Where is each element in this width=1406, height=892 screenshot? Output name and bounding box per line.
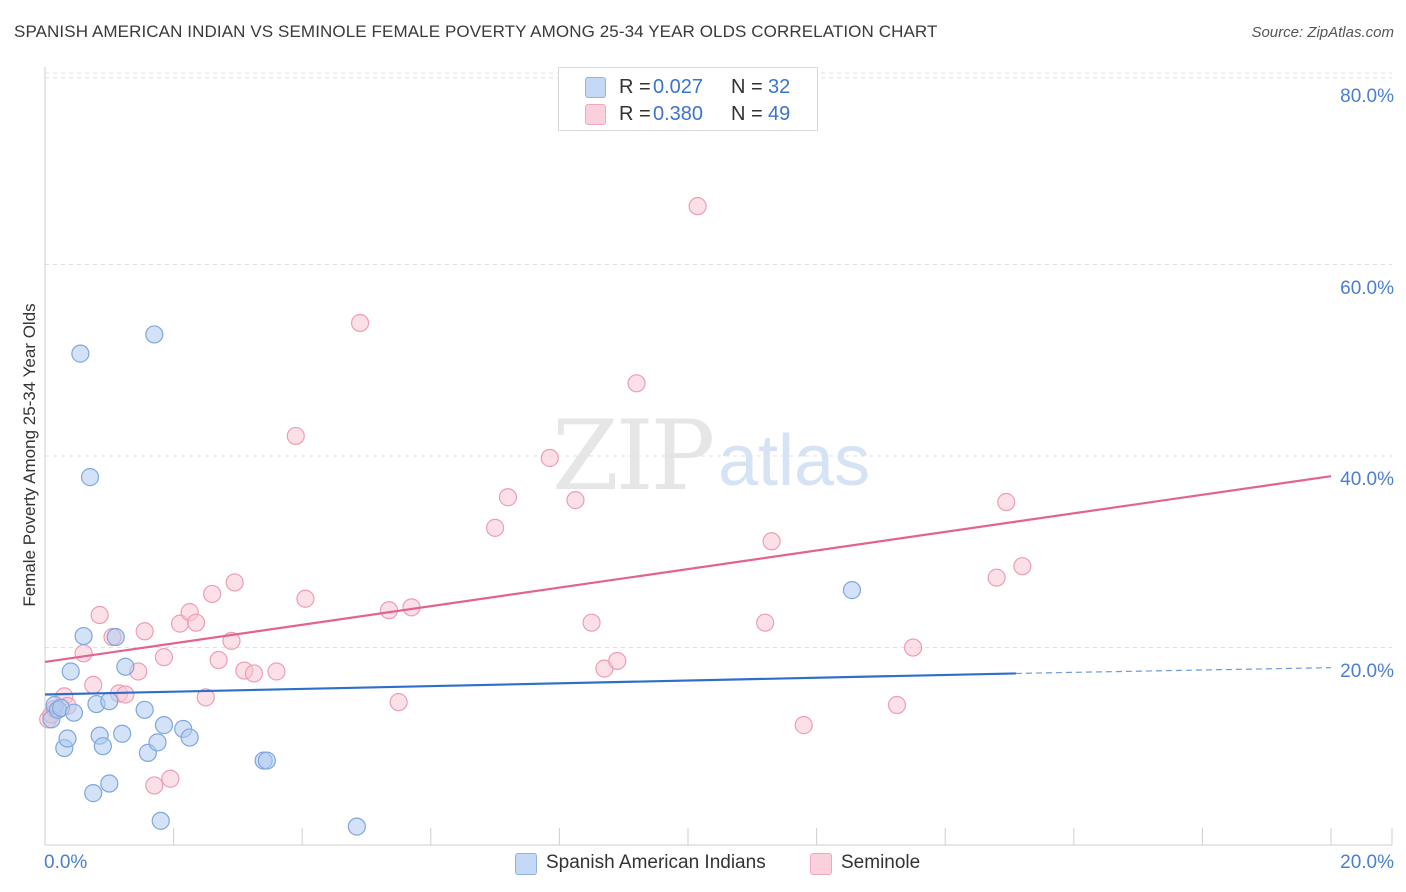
legend-r-value: 0.380 (653, 103, 704, 125)
point-seminole (161, 769, 180, 788)
point-seminole (1013, 557, 1032, 576)
correlation-legend: R = 0.027 N = 32 R = 0.380 N = 49 (558, 67, 818, 131)
point-seminole (498, 488, 518, 507)
point-spanish-american-indian (100, 774, 119, 793)
legend-swatch-blue (585, 77, 606, 98)
points-layer (39, 197, 1032, 836)
point-spanish-american-indian (145, 325, 164, 344)
watermark-atlas: atlas (718, 421, 871, 501)
point-seminole (688, 197, 707, 216)
point-spanish-american-indian (116, 657, 135, 676)
y-tick-label: 60.0% (1340, 277, 1394, 299)
point-seminole (887, 695, 907, 715)
point-seminole (244, 664, 264, 683)
legend-r-value: 0.027 (653, 76, 704, 98)
point-seminole (145, 776, 164, 795)
point-seminole (794, 716, 813, 735)
point-seminole (187, 613, 206, 632)
point-seminole (196, 688, 215, 707)
point-seminole (116, 685, 135, 704)
point-seminole (566, 491, 585, 510)
point-seminole (286, 426, 305, 446)
legend-label: Seminole (841, 852, 921, 873)
point-seminole (987, 568, 1006, 587)
x-tick-label: 0.0% (44, 852, 88, 873)
trend-extension-spanish-american-indians (1015, 667, 1332, 675)
point-spanish-american-indian (74, 626, 93, 646)
point-spanish-american-indian (64, 703, 84, 722)
trend-line-seminole (44, 475, 1332, 664)
point-seminole (209, 650, 228, 670)
point-spanish-american-indian (151, 811, 170, 830)
point-seminole (389, 693, 408, 712)
x-tick-label: 20.0% (1340, 852, 1394, 873)
point-spanish-american-indian (113, 724, 132, 743)
legend-label: Spanish American Indians (546, 852, 766, 873)
legend-n-value: 49 (768, 103, 791, 125)
point-seminole (627, 374, 646, 393)
point-seminole (135, 622, 154, 641)
chart-title: SPANISH AMERICAN INDIAN VS SEMINOLE FEMA… (14, 22, 938, 41)
point-seminole (350, 313, 370, 333)
legend-r-label: R = (619, 103, 651, 125)
legend-swatch-pink (810, 853, 832, 875)
trend-line-spanish-american-indians (44, 672, 1016, 696)
point-spanish-american-indian (154, 716, 174, 735)
point-seminole (90, 605, 109, 625)
y-axis-label: Female Poverty Among 25-34 Year Olds (20, 303, 39, 607)
point-seminole (379, 601, 399, 620)
point-spanish-american-indian (180, 728, 199, 747)
point-spanish-american-indian (106, 627, 125, 647)
y-tick-label: 40.0% (1340, 469, 1394, 490)
point-spanish-american-indian (100, 692, 119, 711)
point-seminole (762, 532, 781, 551)
point-spanish-american-indian (93, 737, 112, 756)
point-seminole (74, 644, 93, 663)
point-seminole (267, 662, 286, 681)
point-seminole (225, 573, 244, 592)
legend-r-label: R = (619, 76, 651, 98)
point-seminole (486, 518, 505, 537)
point-seminole (203, 584, 222, 604)
point-spanish-american-indian (71, 344, 90, 363)
legend-n-label: N = (731, 76, 763, 98)
point-spanish-american-indian (61, 662, 80, 681)
point-spanish-american-indian (84, 784, 103, 803)
source-credit: Source: ZipAtlas.com (1251, 24, 1394, 41)
trend-layer (44, 475, 1332, 696)
point-spanish-american-indian (347, 817, 366, 836)
legend-swatch-blue (515, 853, 537, 875)
point-spanish-american-indian (148, 733, 167, 752)
point-seminole (540, 448, 559, 468)
point-seminole (608, 651, 627, 671)
point-spanish-american-indian (80, 468, 100, 487)
point-spanish-american-indian (842, 581, 862, 600)
point-spanish-american-indian (257, 751, 276, 770)
legend-swatch-pink (585, 104, 606, 125)
legend-n-label: N = (731, 103, 763, 125)
point-seminole (582, 613, 601, 632)
grid-layer (45, 72, 1392, 648)
point-seminole (997, 492, 1016, 512)
point-spanish-american-indian (58, 729, 77, 748)
point-seminole (154, 648, 174, 667)
point-spanish-american-indian (135, 700, 154, 719)
y-tick-label: 80.0% (1340, 86, 1394, 107)
y-tick-label: 20.0% (1340, 660, 1394, 682)
point-seminole (296, 589, 315, 608)
legend-n-value: 32 (768, 76, 791, 98)
point-seminole (84, 675, 103, 695)
point-seminole (903, 638, 923, 657)
point-seminole (756, 613, 775, 632)
